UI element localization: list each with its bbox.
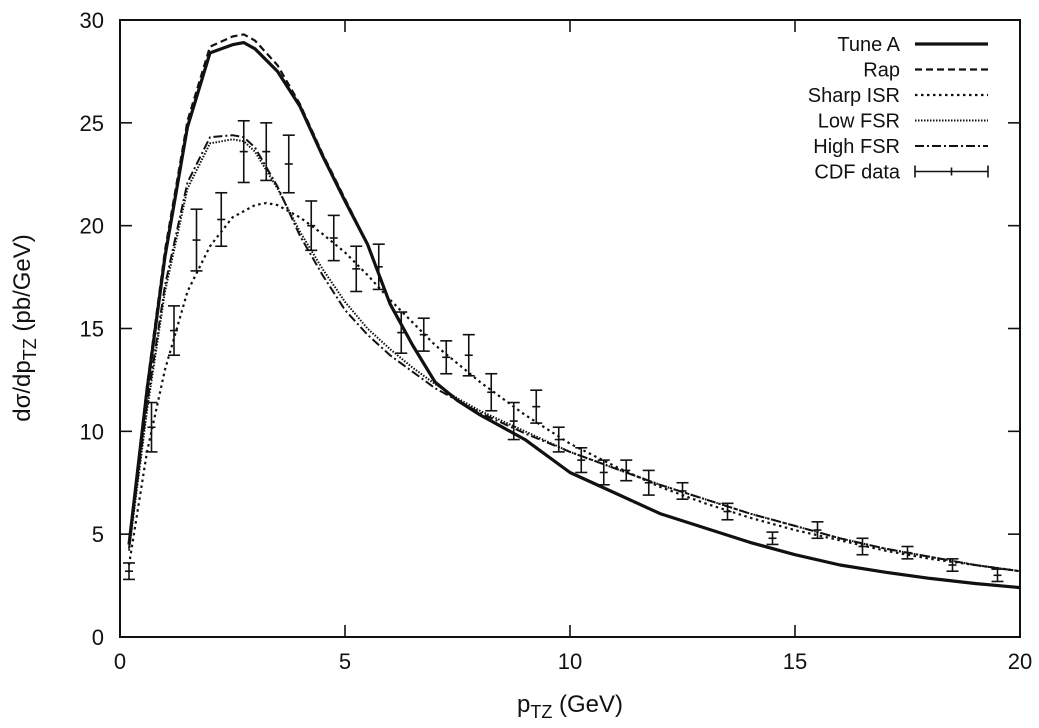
y-axis-ticks: 0 5 10 15 20 25 30 xyxy=(80,8,1020,650)
x-axis-label-unit: (GeV) xyxy=(552,691,623,718)
y-tick-label: 5 xyxy=(92,522,104,547)
cdf-data-point xyxy=(190,208,203,272)
cdf-data-point xyxy=(946,558,959,572)
cdf-data-point xyxy=(350,245,363,293)
y-tick-label: 10 xyxy=(80,419,104,444)
cdf-data-point xyxy=(901,545,914,560)
y-tick-label: 20 xyxy=(80,214,104,239)
cdf-data-point xyxy=(485,372,498,412)
legend-label: Sharp ISR xyxy=(808,85,900,107)
legend-label: Tune A xyxy=(837,34,900,56)
cdf-data-point xyxy=(168,305,180,357)
series-line-sharp-isr xyxy=(127,201,1021,573)
cdf-data-point xyxy=(507,401,520,441)
legend-entry-tune-a: Tune A xyxy=(837,34,988,56)
cdf-data-point xyxy=(305,200,318,252)
legend-label: Low FSR xyxy=(818,111,900,133)
cdf-data-point xyxy=(123,562,135,581)
cdf-data-point xyxy=(237,119,250,184)
legend-entry-sharp-isr: Sharp ISR xyxy=(808,85,988,107)
cdf-data-point xyxy=(991,568,1004,583)
x-axis-label-subscript: TZ xyxy=(530,702,552,722)
y-tick-label: 15 xyxy=(80,317,104,342)
y-tick-label: 30 xyxy=(80,8,104,33)
cdf-data-point xyxy=(462,333,475,377)
x-axis-label: pTZ (GeV) xyxy=(517,691,623,722)
y-axis-label-unit: (pb/GeV) xyxy=(9,234,36,338)
cdf-data-point xyxy=(721,502,734,521)
cdf-data-point xyxy=(530,389,543,424)
x-tick-label: 0 xyxy=(114,649,126,674)
y-axis-label-subscript: TZ xyxy=(20,338,40,360)
legend-entry-high-fsr: High FSR xyxy=(813,136,988,158)
cdf-data-point xyxy=(575,446,588,474)
x-tick-label: 15 xyxy=(783,649,807,674)
cdf-data-point xyxy=(856,537,869,556)
cdf-data-point xyxy=(597,459,610,486)
series-line-rap xyxy=(127,33,1021,589)
x-axis-ticks: 0 5 10 15 20 xyxy=(114,20,1032,674)
cdf-data-point xyxy=(395,311,408,354)
legend-label: High FSR xyxy=(813,136,900,158)
cdf-data-errorbars xyxy=(123,119,1004,583)
cdf-data-point xyxy=(372,243,385,291)
cdf-data-point xyxy=(327,214,340,262)
cdf-data-point xyxy=(642,469,655,496)
y-tick-label: 25 xyxy=(80,111,104,136)
plot-lines xyxy=(127,33,1021,590)
cdf-data-point xyxy=(552,426,565,453)
cdf-data-point xyxy=(145,401,158,453)
legend: Tune A Rap Sharp ISR Low FSR High FSR CDF dat… xyxy=(808,34,989,184)
cdf-data-point xyxy=(440,340,453,375)
legend-label: Rap xyxy=(863,60,900,82)
cdf-data-point xyxy=(417,317,430,352)
series-line-low-fsr xyxy=(128,138,1021,573)
legend-entry-cdf-data: CDF data xyxy=(814,162,989,184)
cdf-data-point xyxy=(215,191,228,248)
cdf-data-point xyxy=(282,134,295,194)
cdf-data-point xyxy=(766,531,779,546)
legend-entry-low-fsr: Low FSR xyxy=(818,111,988,133)
x-tick-label: 20 xyxy=(1008,649,1032,674)
cdf-data-point xyxy=(811,521,824,540)
x-tick-label: 5 xyxy=(339,649,351,674)
legend-label: CDF data xyxy=(814,162,900,184)
cdf-data-point xyxy=(620,459,633,482)
cdf-data-point xyxy=(676,481,689,501)
cdf-data-point xyxy=(260,122,273,182)
y-tick-label: 0 xyxy=(92,625,104,650)
y-axis-label: dσ/dpTZ (pb/GeV) xyxy=(9,234,40,422)
x-tick-label: 10 xyxy=(558,649,582,674)
series-line-high-fsr xyxy=(128,134,1021,573)
legend-entry-rap: Rap xyxy=(863,60,988,82)
